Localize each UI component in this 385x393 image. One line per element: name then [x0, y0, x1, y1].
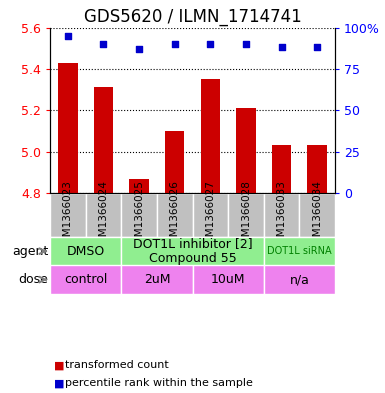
Text: DMSO: DMSO	[67, 245, 105, 258]
Point	[100, 41, 107, 47]
Text: 10uM: 10uM	[211, 273, 245, 286]
FancyBboxPatch shape	[192, 193, 228, 237]
Bar	[272, 145, 291, 193]
Text: 2uM: 2uM	[144, 273, 170, 286]
Point	[243, 41, 249, 47]
Bar	[129, 178, 149, 193]
FancyBboxPatch shape	[264, 193, 300, 237]
Bar	[307, 145, 327, 193]
Point	[65, 33, 71, 39]
FancyBboxPatch shape	[300, 193, 335, 237]
Text: GSM1366034: GSM1366034	[312, 180, 322, 250]
Text: GSM1366027: GSM1366027	[205, 180, 215, 250]
Text: agent: agent	[12, 245, 48, 258]
FancyBboxPatch shape	[192, 265, 264, 294]
Bar	[94, 88, 113, 193]
FancyBboxPatch shape	[85, 193, 121, 237]
FancyBboxPatch shape	[50, 237, 121, 265]
Text: DOT1L inhibitor [2]
Compound 55: DOT1L inhibitor [2] Compound 55	[133, 237, 252, 265]
Title: GDS5620 / ILMN_1714741: GDS5620 / ILMN_1714741	[84, 8, 301, 26]
Text: ■: ■	[54, 360, 64, 371]
Bar	[58, 62, 78, 193]
Point	[278, 44, 285, 51]
FancyBboxPatch shape	[121, 193, 157, 237]
Text: dose: dose	[18, 273, 48, 286]
Point	[172, 41, 178, 47]
FancyBboxPatch shape	[121, 265, 192, 294]
Text: GSM1366028: GSM1366028	[241, 180, 251, 250]
Text: GSM1366023: GSM1366023	[63, 180, 73, 250]
Text: n/a: n/a	[290, 273, 309, 286]
Point	[314, 44, 320, 51]
Bar	[165, 131, 184, 193]
Text: GSM1366024: GSM1366024	[99, 180, 109, 250]
Point	[207, 41, 213, 47]
Bar	[201, 79, 220, 193]
Text: GSM1366026: GSM1366026	[170, 180, 180, 250]
FancyBboxPatch shape	[264, 265, 335, 294]
FancyBboxPatch shape	[264, 237, 335, 265]
FancyBboxPatch shape	[121, 237, 264, 265]
Text: percentile rank within the sample: percentile rank within the sample	[65, 378, 253, 388]
Point	[136, 46, 142, 52]
Bar	[236, 108, 256, 193]
Text: DOT1L siRNA: DOT1L siRNA	[267, 246, 331, 256]
FancyBboxPatch shape	[228, 193, 264, 237]
FancyBboxPatch shape	[50, 265, 121, 294]
Text: GSM1366033: GSM1366033	[276, 180, 286, 250]
FancyBboxPatch shape	[157, 193, 192, 237]
Text: control: control	[64, 273, 107, 286]
FancyBboxPatch shape	[50, 193, 85, 237]
Text: GSM1366025: GSM1366025	[134, 180, 144, 250]
Text: ■: ■	[54, 378, 64, 388]
Text: transformed count: transformed count	[65, 360, 169, 371]
